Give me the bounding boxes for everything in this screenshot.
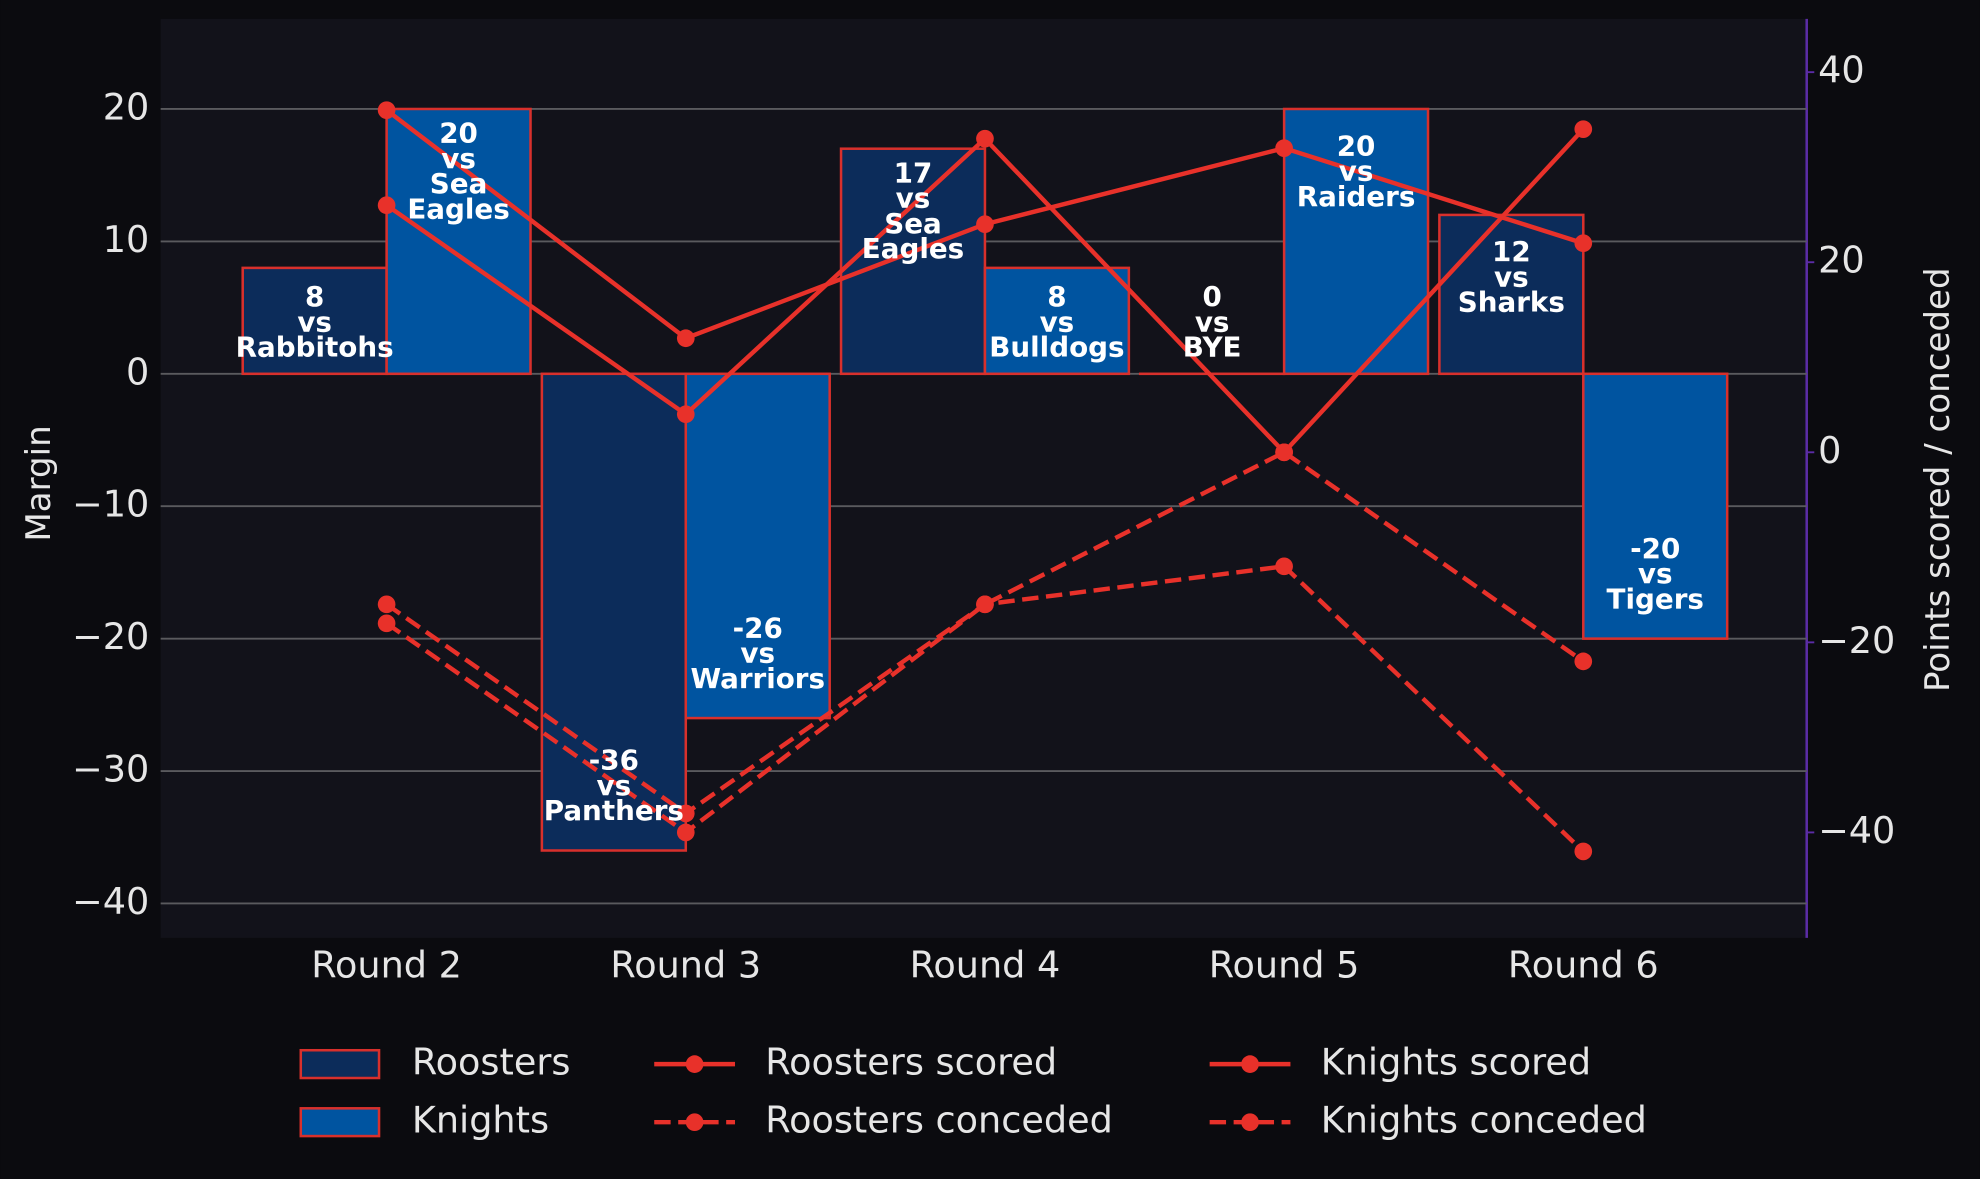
y2-tick-label: 0 xyxy=(1818,429,1841,472)
bar-value-label: 8 xyxy=(305,280,324,313)
line-marker xyxy=(1275,443,1293,462)
line-marker xyxy=(377,595,396,614)
bar-vs-label: vs xyxy=(1339,155,1374,188)
legend-label: Knights scored xyxy=(1321,1041,1591,1084)
bar-layer xyxy=(241,107,1729,852)
x-tick-label: Round 4 xyxy=(910,943,1061,986)
x-tick-label: Round 3 xyxy=(610,943,761,986)
line-marker xyxy=(976,129,994,148)
legend-label: Roosters conceded xyxy=(765,1099,1113,1142)
line-marker xyxy=(377,101,396,120)
bar-vs-label: vs xyxy=(1195,305,1230,338)
legend: Roosters Knights Roosters scored Roosters c… xyxy=(299,1041,1647,1142)
bar-value-label: -26 xyxy=(733,611,783,644)
bar xyxy=(1282,107,1430,376)
y-tick-label: −40 xyxy=(72,880,149,923)
legend-label: Knights conceded xyxy=(1321,1099,1647,1142)
bar-vs-label: vs xyxy=(740,637,775,670)
y-tick-label: 10 xyxy=(103,218,150,261)
x-tick-label: Round 6 xyxy=(1508,943,1659,986)
bar xyxy=(1438,213,1585,376)
bar-vs-label: vs xyxy=(1638,557,1673,590)
y-tick-label: 0 xyxy=(126,350,149,393)
line-marker xyxy=(1574,234,1593,253)
y2-tick-label: −20 xyxy=(1818,619,1895,662)
bar-opponent-label: Sharks xyxy=(1458,286,1565,319)
x-tick-label: Round 2 xyxy=(311,943,462,986)
line-marker xyxy=(976,595,994,614)
y2-tick-label: 20 xyxy=(1818,239,1865,282)
line-marker xyxy=(377,196,396,215)
bar-vs-label: vs xyxy=(1040,305,1075,338)
bar-value-label: -36 xyxy=(589,744,639,777)
bar-value-label: 8 xyxy=(1047,280,1066,313)
y-tick-label: 20 xyxy=(103,85,150,128)
bar-opponent-label: Raiders xyxy=(1297,180,1416,213)
bar-value-label: 20 xyxy=(1337,129,1376,162)
bar-value-label: 17 xyxy=(894,156,933,189)
line-marker xyxy=(1275,557,1293,576)
line-marker xyxy=(676,823,695,842)
bar-value-label: -20 xyxy=(1630,532,1680,565)
line-layer xyxy=(377,101,1593,861)
legend-marker xyxy=(685,1113,704,1132)
legend-label: Roosters scored xyxy=(765,1041,1057,1084)
line-marker xyxy=(976,215,994,234)
bar-vs-label: vs xyxy=(896,182,931,215)
bar-value-label: 0 xyxy=(1203,280,1222,313)
bar-opponent-label: Rabbitohs xyxy=(236,331,394,364)
y2-tick-label: −40 xyxy=(1818,809,1895,852)
y-tick-label: −30 xyxy=(72,748,149,791)
y2-tick-label: 40 xyxy=(1818,49,1865,92)
line-marker xyxy=(1275,139,1293,158)
bar xyxy=(540,372,688,852)
bar-opponent-label: Sea Eagles xyxy=(407,167,509,225)
line-marker xyxy=(676,804,695,823)
bar-value-label: 20 xyxy=(439,117,478,150)
bar-opponent-label: Warriors xyxy=(690,662,825,695)
line xyxy=(385,449,1585,836)
bar-vs-label: vs xyxy=(297,305,332,338)
line-marker xyxy=(1574,652,1593,671)
bar-opponent-label: Panthers xyxy=(544,794,684,827)
x-tick-label: Round 5 xyxy=(1209,943,1360,986)
y-tick-label: −20 xyxy=(72,615,149,658)
legend-swatch xyxy=(299,1107,381,1138)
line-marker xyxy=(676,329,695,348)
legend-marker xyxy=(685,1055,704,1073)
bar xyxy=(241,266,388,376)
bar xyxy=(684,372,831,720)
bar xyxy=(983,266,1131,376)
legend-label: Roosters xyxy=(412,1041,571,1084)
line-marker xyxy=(377,614,396,633)
bar xyxy=(839,147,987,376)
bar-opponent-label: Bulldogs xyxy=(989,331,1124,364)
bar-value-label: 12 xyxy=(1492,235,1531,268)
line-marker xyxy=(1574,120,1593,139)
bar-opponent-label: Sea Eagles xyxy=(862,207,964,265)
bar-opponent-label: Tigers xyxy=(1607,582,1704,615)
legend-marker xyxy=(1241,1113,1259,1132)
y2-axis-title: Points scored / conceded xyxy=(1918,267,1958,692)
bar-opponent-label: BYE xyxy=(1183,331,1242,364)
bar xyxy=(385,107,532,376)
line-marker xyxy=(676,405,695,424)
legend-swatch xyxy=(299,1048,381,1080)
legend-label: Knights xyxy=(412,1099,549,1142)
y-tick-label: −10 xyxy=(72,483,149,526)
bar-vs-label: vs xyxy=(1494,260,1529,293)
legend-marker xyxy=(1241,1055,1259,1073)
bar xyxy=(1582,372,1729,640)
bar-vs-label: vs xyxy=(597,769,632,802)
y-axis-title: Margin xyxy=(19,425,59,541)
line-marker xyxy=(1574,842,1593,861)
bar-vs-label: vs xyxy=(441,142,476,175)
